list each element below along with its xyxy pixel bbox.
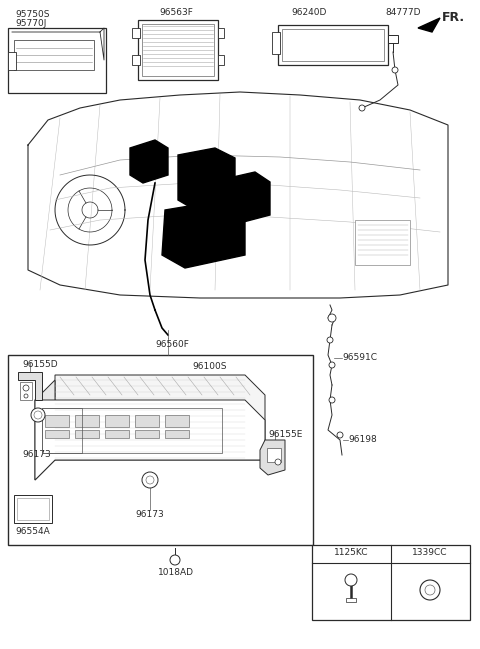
Polygon shape xyxy=(35,380,55,480)
Bar xyxy=(267,448,281,462)
Text: 96173: 96173 xyxy=(135,510,164,519)
Bar xyxy=(42,408,222,453)
Text: 95770J: 95770J xyxy=(15,19,47,28)
Bar xyxy=(312,545,470,620)
Bar xyxy=(14,40,94,70)
Text: 96240D: 96240D xyxy=(291,8,326,17)
Bar xyxy=(42,408,82,453)
Bar xyxy=(346,598,356,602)
Text: 95750S: 95750S xyxy=(15,10,49,19)
Circle shape xyxy=(328,314,336,322)
Text: 96591C: 96591C xyxy=(342,353,377,362)
Bar xyxy=(75,415,99,427)
Text: 1125KC: 1125KC xyxy=(334,548,368,557)
Text: 96198: 96198 xyxy=(348,435,377,444)
Bar xyxy=(282,29,384,61)
Text: 96173: 96173 xyxy=(22,450,51,459)
Circle shape xyxy=(425,585,435,595)
Circle shape xyxy=(345,574,357,586)
Bar xyxy=(138,20,218,80)
Text: 1018AD: 1018AD xyxy=(158,568,194,577)
Circle shape xyxy=(170,555,180,565)
Text: 96155D: 96155D xyxy=(22,360,58,369)
Bar xyxy=(135,430,159,438)
Circle shape xyxy=(146,476,154,484)
Bar xyxy=(355,220,410,265)
Bar xyxy=(165,415,189,427)
Bar xyxy=(45,430,69,438)
Bar xyxy=(20,382,32,400)
Bar xyxy=(8,355,313,545)
Bar xyxy=(388,35,398,43)
Polygon shape xyxy=(218,172,270,225)
Circle shape xyxy=(24,394,28,398)
Circle shape xyxy=(142,472,158,488)
Polygon shape xyxy=(418,18,440,32)
Polygon shape xyxy=(130,140,168,183)
Circle shape xyxy=(31,408,45,422)
Circle shape xyxy=(34,411,42,419)
Bar xyxy=(218,55,224,65)
Text: 96560F: 96560F xyxy=(155,340,189,349)
Bar xyxy=(105,430,129,438)
Polygon shape xyxy=(55,375,265,460)
Polygon shape xyxy=(260,440,285,475)
Text: FR.: FR. xyxy=(442,11,465,24)
Bar xyxy=(17,498,49,520)
Bar xyxy=(8,52,16,70)
Bar xyxy=(45,415,69,427)
Bar xyxy=(105,415,129,427)
Circle shape xyxy=(327,337,333,343)
Circle shape xyxy=(337,432,343,438)
Bar xyxy=(14,495,52,523)
Polygon shape xyxy=(35,400,265,480)
Polygon shape xyxy=(178,148,235,210)
Circle shape xyxy=(275,459,281,465)
Bar xyxy=(218,28,224,38)
Bar xyxy=(132,28,140,38)
Circle shape xyxy=(329,397,335,403)
Circle shape xyxy=(420,580,440,600)
Bar xyxy=(135,415,159,427)
Bar xyxy=(75,430,99,438)
Bar xyxy=(165,430,189,438)
Text: 96554A: 96554A xyxy=(15,527,50,536)
Polygon shape xyxy=(18,372,42,400)
Bar xyxy=(278,25,388,65)
Text: 96100S: 96100S xyxy=(192,362,227,371)
Bar xyxy=(142,24,214,76)
Text: 96155E: 96155E xyxy=(268,430,302,439)
Circle shape xyxy=(329,362,335,368)
Text: 1339CC: 1339CC xyxy=(412,548,448,557)
Bar xyxy=(8,28,106,93)
Text: 96563F: 96563F xyxy=(159,8,193,17)
Bar xyxy=(272,32,280,54)
Bar xyxy=(132,55,140,65)
Text: 84777D: 84777D xyxy=(385,8,420,17)
Circle shape xyxy=(392,67,398,73)
Circle shape xyxy=(23,385,29,391)
Circle shape xyxy=(359,105,365,111)
Polygon shape xyxy=(162,200,245,268)
